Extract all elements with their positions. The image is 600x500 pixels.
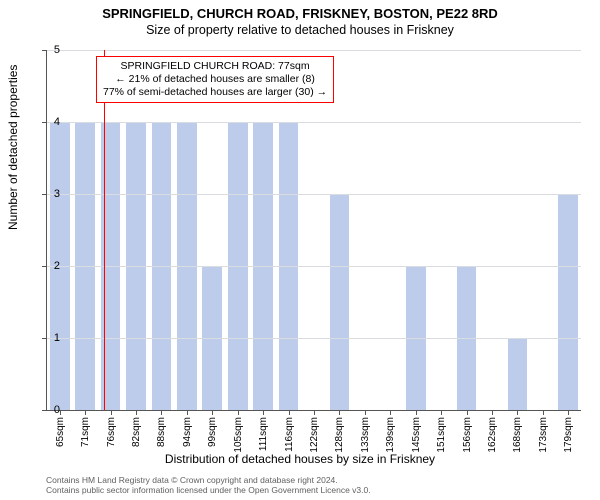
bar xyxy=(508,338,528,410)
y-gridline xyxy=(47,266,581,267)
y-gridline xyxy=(47,338,581,339)
annotation-line: SPRINGFIELD CHURCH ROAD: 77sqm xyxy=(103,60,327,73)
x-tick-mark xyxy=(187,410,188,415)
x-tick-mark xyxy=(212,410,213,415)
x-tick-label: 122sqm xyxy=(309,417,320,453)
x-tick-mark xyxy=(263,410,264,415)
x-tick-label: 88sqm xyxy=(156,417,167,447)
x-tick-mark xyxy=(238,410,239,415)
x-tick-label: 65sqm xyxy=(55,417,66,447)
bars-layer xyxy=(47,50,581,410)
x-axis-label: Distribution of detached houses by size … xyxy=(0,452,600,466)
x-tick-label: 151sqm xyxy=(436,417,447,453)
chart-title: SPRINGFIELD, CHURCH ROAD, FRISKNEY, BOST… xyxy=(0,0,600,21)
x-tick-label: 99sqm xyxy=(207,417,218,447)
x-tick-mark xyxy=(365,410,366,415)
footer-attribution: Contains HM Land Registry data © Crown c… xyxy=(46,475,371,496)
x-tick-label: 168sqm xyxy=(512,417,523,453)
chart-container: SPRINGFIELD, CHURCH ROAD, FRISKNEY, BOST… xyxy=(0,0,600,500)
x-tick-mark xyxy=(568,410,569,415)
bar xyxy=(330,194,350,410)
x-tick-mark xyxy=(314,410,315,415)
x-tick-mark xyxy=(136,410,137,415)
y-tick-label: 0 xyxy=(46,404,60,416)
x-tick-label: 162sqm xyxy=(487,417,498,453)
x-tick-mark xyxy=(441,410,442,415)
reference-line xyxy=(104,50,105,410)
x-tick-label: 156sqm xyxy=(462,417,473,453)
x-tick-mark xyxy=(467,410,468,415)
x-tick-label: 105sqm xyxy=(233,417,244,453)
x-tick-mark xyxy=(416,410,417,415)
x-tick-label: 94sqm xyxy=(182,417,193,447)
x-tick-mark xyxy=(390,410,391,415)
x-tick-label: 139sqm xyxy=(385,417,396,453)
plot-area xyxy=(46,50,581,411)
x-tick-label: 173sqm xyxy=(538,417,549,453)
x-tick-mark xyxy=(85,410,86,415)
x-tick-label: 82sqm xyxy=(131,417,142,447)
y-gridline xyxy=(47,50,581,51)
y-tick-label: 4 xyxy=(46,116,60,128)
y-gridline xyxy=(47,194,581,195)
footer-line-1: Contains HM Land Registry data © Crown c… xyxy=(46,475,371,486)
y-axis-label: Number of detached properties xyxy=(6,65,20,230)
y-tick-label: 3 xyxy=(46,188,60,200)
x-tick-label: 116sqm xyxy=(284,417,295,452)
y-tick-label: 1 xyxy=(46,332,60,344)
annotation-box: SPRINGFIELD CHURCH ROAD: 77sqm← 21% of d… xyxy=(96,56,334,103)
bar xyxy=(558,194,578,410)
x-tick-mark xyxy=(161,410,162,415)
chart-subtitle: Size of property relative to detached ho… xyxy=(0,21,600,37)
annotation-line: 77% of semi-detached houses are larger (… xyxy=(103,86,327,99)
x-tick-label: 145sqm xyxy=(411,417,422,453)
y-tick-label: 2 xyxy=(46,260,60,272)
annotation-line: ← 21% of detached houses are smaller (8) xyxy=(103,73,327,86)
footer-line-2: Contains public sector information licen… xyxy=(46,485,371,496)
x-tick-mark xyxy=(517,410,518,415)
x-tick-label: 111sqm xyxy=(258,417,269,451)
x-tick-mark xyxy=(492,410,493,415)
x-tick-mark xyxy=(543,410,544,415)
x-tick-label: 128sqm xyxy=(334,417,345,453)
x-tick-label: 76sqm xyxy=(106,417,117,447)
x-tick-label: 179sqm xyxy=(563,417,574,453)
x-tick-mark xyxy=(339,410,340,415)
x-tick-label: 71sqm xyxy=(80,417,91,447)
x-tick-label: 133sqm xyxy=(360,417,371,453)
x-tick-mark xyxy=(289,410,290,415)
y-gridline xyxy=(47,122,581,123)
y-tick-label: 5 xyxy=(46,44,60,56)
x-tick-mark xyxy=(111,410,112,415)
